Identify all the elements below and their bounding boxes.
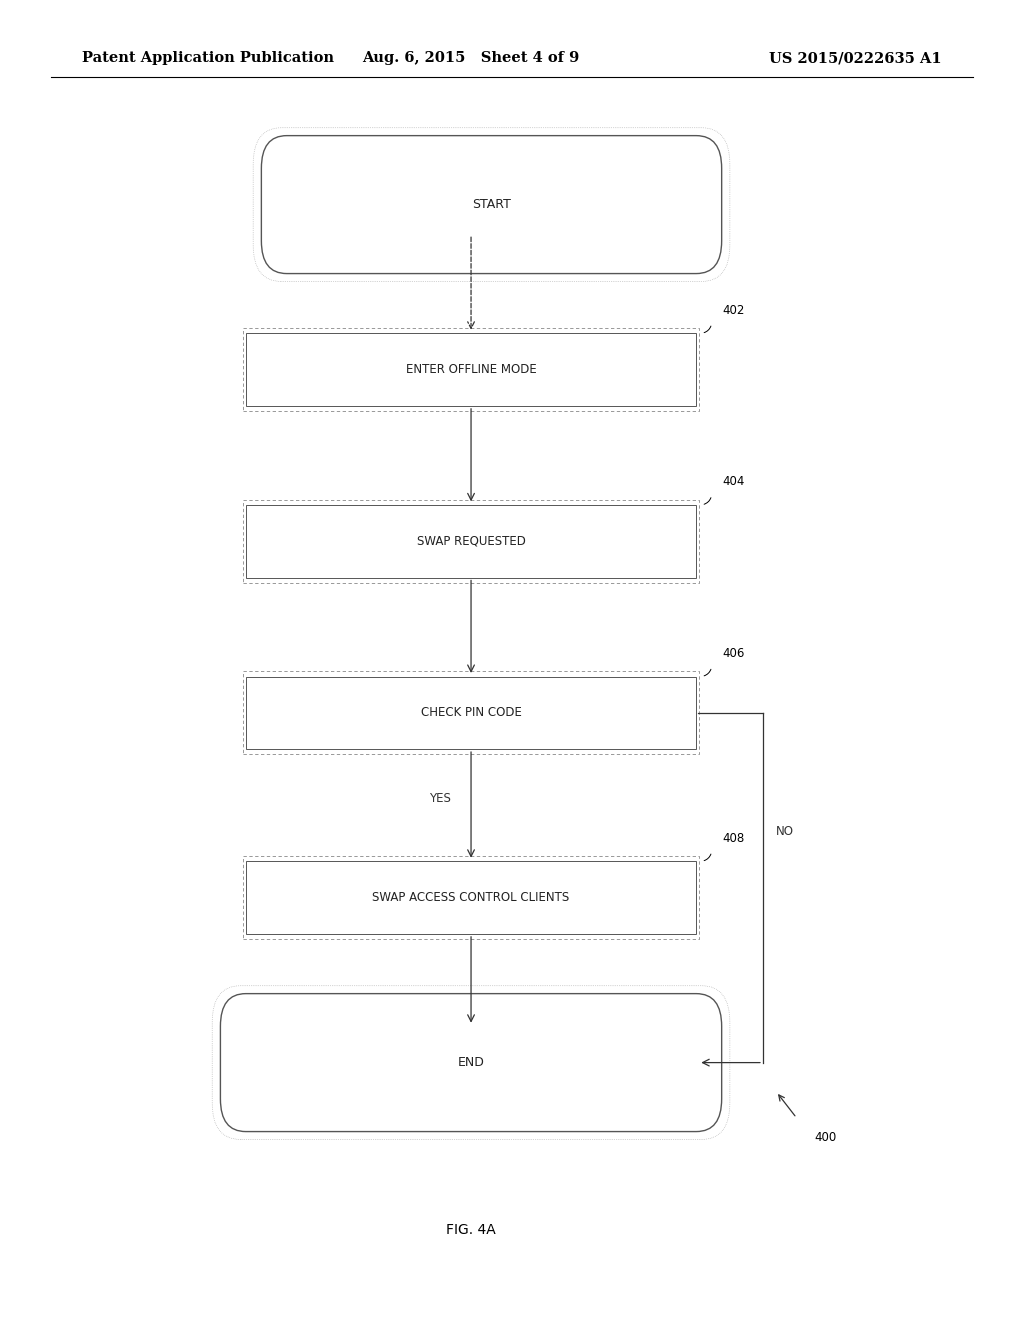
Text: 402: 402 xyxy=(722,304,744,317)
Text: YES: YES xyxy=(429,792,452,805)
Text: START: START xyxy=(472,198,511,211)
Text: Aug. 6, 2015   Sheet 4 of 9: Aug. 6, 2015 Sheet 4 of 9 xyxy=(362,51,580,65)
FancyBboxPatch shape xyxy=(246,862,696,935)
Text: CHECK PIN CODE: CHECK PIN CODE xyxy=(421,706,521,719)
Text: 400: 400 xyxy=(814,1131,837,1144)
Text: Patent Application Publication: Patent Application Publication xyxy=(82,51,334,65)
Text: END: END xyxy=(458,1056,484,1069)
Text: FIG. 4A: FIG. 4A xyxy=(446,1224,496,1237)
Text: 406: 406 xyxy=(722,647,744,660)
Text: US 2015/0222635 A1: US 2015/0222635 A1 xyxy=(769,51,942,65)
Text: NO: NO xyxy=(776,825,795,838)
Text: SWAP REQUESTED: SWAP REQUESTED xyxy=(417,535,525,548)
FancyBboxPatch shape xyxy=(246,333,696,407)
FancyBboxPatch shape xyxy=(220,994,722,1131)
Text: 408: 408 xyxy=(722,832,744,845)
FancyBboxPatch shape xyxy=(246,504,696,578)
Text: 404: 404 xyxy=(722,475,744,488)
Text: ENTER OFFLINE MODE: ENTER OFFLINE MODE xyxy=(406,363,537,376)
Text: SWAP ACCESS CONTROL CLIENTS: SWAP ACCESS CONTROL CLIENTS xyxy=(373,891,569,904)
FancyBboxPatch shape xyxy=(246,676,696,750)
FancyBboxPatch shape xyxy=(261,136,722,273)
